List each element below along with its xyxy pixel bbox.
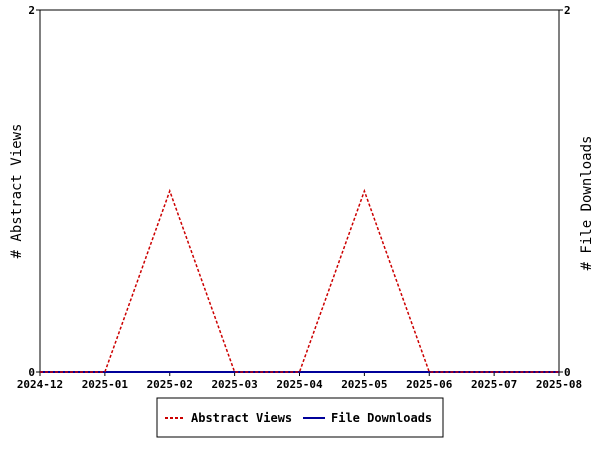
legend-label-file-downloads: File Downloads bbox=[331, 411, 432, 425]
y-axis-right-title: # File Downloads bbox=[579, 136, 595, 271]
x-tick-label: 2025-03 bbox=[211, 378, 257, 391]
plot-area bbox=[39, 9, 560, 373]
x-tick-label: 2025-05 bbox=[341, 378, 387, 391]
y-tick-label-right: 2 bbox=[564, 4, 571, 17]
x-tick-label: 2025-08 bbox=[536, 378, 582, 391]
legend-label-abstract-views: Abstract Views bbox=[191, 411, 292, 425]
x-axis: 2024-12 2025-01 2025-02 2025-03 2025-04 2025-… bbox=[17, 372, 582, 391]
y-tick-label-left: 0 bbox=[28, 366, 35, 379]
y-axis-left-title: # Abstract Views bbox=[9, 124, 25, 259]
x-tick-label: 2024-12 bbox=[17, 378, 63, 391]
x-tick-label: 2025-04 bbox=[276, 378, 323, 391]
x-tick-label: 2025-02 bbox=[147, 378, 193, 391]
legend: Abstract Views File Downloads bbox=[156, 397, 444, 438]
y-axis: 0 2 0 2 bbox=[28, 4, 570, 379]
y-tick-label-right: 0 bbox=[564, 366, 571, 379]
legend-box bbox=[156, 397, 444, 438]
x-tick-label: 2025-06 bbox=[406, 378, 453, 391]
series-layer bbox=[40, 188, 559, 373]
x-tick-label: 2025-07 bbox=[471, 378, 517, 391]
series-line-abstract-views bbox=[40, 188, 559, 373]
x-tick-label: 2025-01 bbox=[82, 378, 129, 391]
y-tick-label-left: 2 bbox=[28, 4, 35, 17]
